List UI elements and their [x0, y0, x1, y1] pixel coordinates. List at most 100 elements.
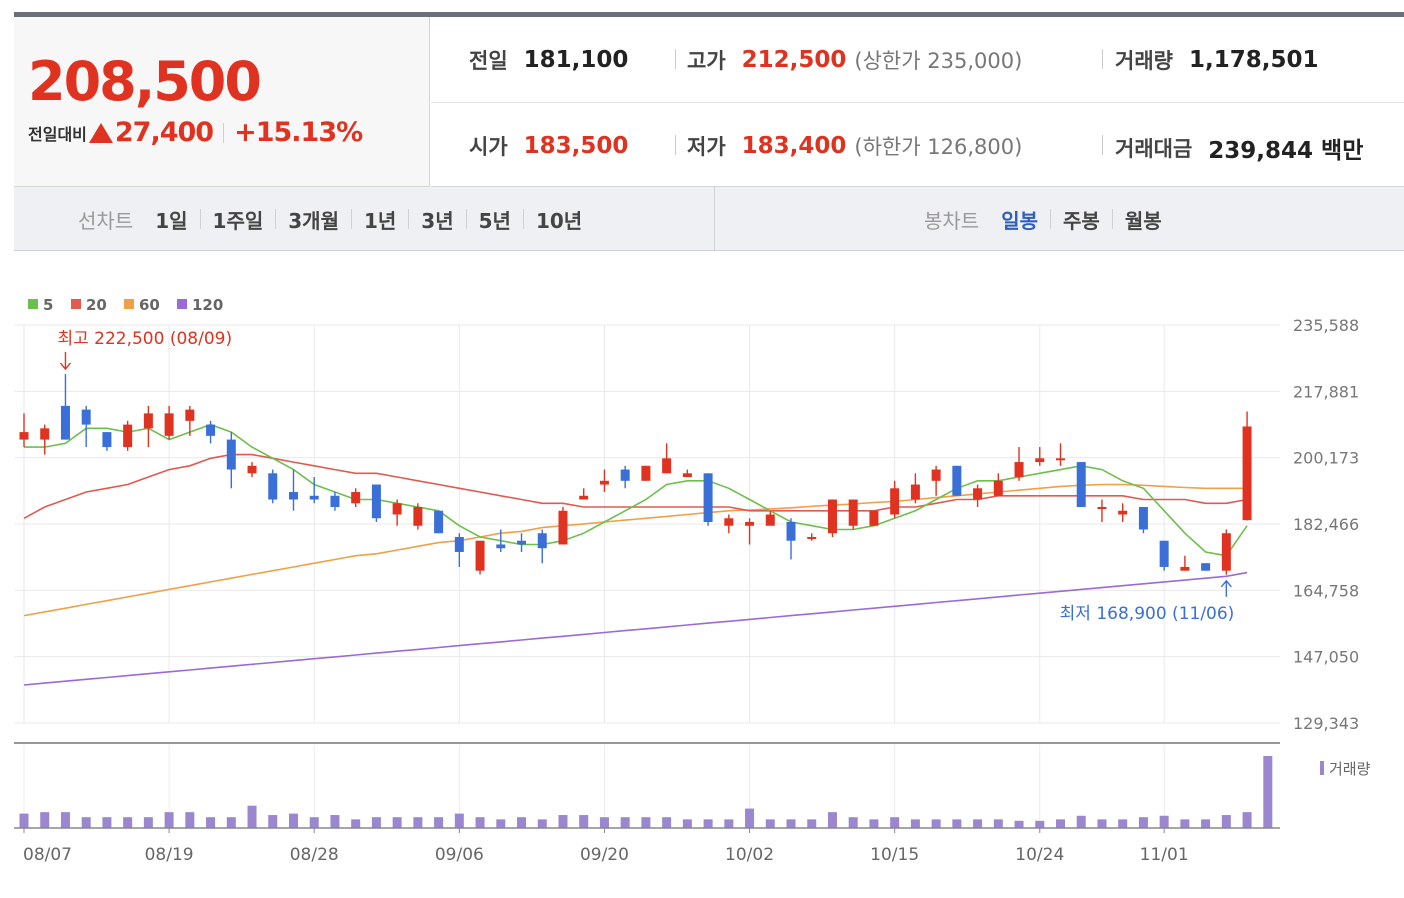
volume-bar	[268, 815, 278, 828]
candle-body	[558, 510, 568, 545]
candle-body	[682, 473, 692, 478]
volume-bar	[890, 817, 900, 828]
volume-bar	[226, 817, 236, 828]
volume-bar	[1118, 819, 1128, 828]
volume-bar	[973, 819, 983, 828]
candle-body	[1076, 462, 1086, 508]
candle-period-tab[interactable]: 일봉	[1001, 208, 1039, 233]
candle-body	[662, 458, 672, 474]
volume-bar	[558, 815, 568, 828]
volume-bar	[475, 817, 485, 828]
volume-bar	[1056, 819, 1065, 828]
legend-swatch	[177, 299, 187, 309]
candle-body	[1035, 458, 1045, 463]
candle-body	[434, 510, 444, 534]
candle-body	[973, 488, 983, 500]
divider	[1102, 49, 1103, 69]
line-range-tab[interactable]: 1주일	[212, 208, 264, 233]
volume-bar	[1221, 815, 1231, 828]
volume-bar	[309, 817, 319, 828]
low-annotation: 최저 168,900 (11/06)	[1060, 604, 1235, 624]
candle-period-tab[interactable]: 주봉	[1063, 208, 1100, 233]
candle-body	[1138, 507, 1148, 530]
volume-bar	[807, 819, 817, 828]
candle-body	[745, 521, 755, 526]
volume-bar	[40, 812, 50, 828]
lower-limit: (하한가 126,800)	[854, 135, 1023, 159]
low-value: 183,400	[741, 133, 847, 159]
candle-body	[620, 469, 630, 481]
volume-bar	[952, 819, 962, 828]
divider	[675, 135, 676, 155]
volume-bar	[599, 817, 609, 828]
candle-body	[890, 488, 900, 515]
candle-body	[848, 499, 858, 526]
candle-body	[1221, 533, 1231, 571]
x-tick-label: 09/06	[435, 845, 484, 865]
candle-body	[827, 499, 837, 534]
volume-bar	[102, 817, 112, 828]
legend-swatch	[28, 299, 38, 309]
x-tick-label: 09/20	[580, 845, 629, 865]
candle-body	[599, 480, 609, 485]
low-price: 저가 183,400 (하한가 126,800)	[687, 131, 1022, 161]
x-tick-label: 10/24	[1015, 845, 1064, 865]
candle-body	[1056, 458, 1065, 461]
candle-body	[1159, 540, 1169, 567]
candle-body	[330, 495, 340, 508]
trade-amount-label: 거래대금	[1115, 137, 1193, 161]
volume-value: 1,178,501	[1188, 47, 1319, 73]
volume-bar	[579, 815, 589, 828]
divider	[199, 209, 201, 229]
change-row: 전일대비 27,400 +15.13%	[28, 117, 363, 148]
divider	[408, 209, 410, 229]
candle-chart-title: 봉차트	[924, 208, 980, 233]
line-range-tab[interactable]: 10년	[535, 208, 583, 233]
divider	[431, 102, 1404, 103]
volume-bar	[206, 817, 216, 828]
candle-body	[475, 540, 485, 571]
divider	[465, 209, 467, 229]
candle-body	[1014, 462, 1024, 478]
volume-bar	[1201, 819, 1211, 828]
volume-bar	[19, 813, 29, 828]
volume-legend-label: 거래량	[1329, 760, 1371, 778]
high-price: 고가 212,500 (상한가 235,000)	[687, 45, 1022, 75]
divider	[275, 209, 277, 229]
candle-body	[454, 536, 464, 552]
volume-bar	[1138, 817, 1148, 828]
x-tick-label: 08/19	[145, 845, 194, 865]
ma60-line	[23, 483, 1248, 617]
trade-amount-value: 239,844 백만	[1208, 138, 1364, 164]
candle-body	[143, 413, 153, 429]
line-range-tab[interactable]: 1년	[363, 208, 397, 233]
candle-body	[1242, 426, 1252, 521]
candle-period-tab[interactable]: 월봉	[1124, 208, 1162, 233]
volume-info: 거래량 1,178,501	[1115, 45, 1318, 75]
candle-body	[164, 413, 174, 436]
volume-bar	[724, 819, 734, 828]
y-tick-label: 147,050	[1293, 648, 1359, 667]
top-accent-bar	[14, 12, 1404, 17]
volume-bar	[1097, 819, 1107, 828]
candle-body	[392, 503, 402, 515]
y-tick-label: 200,173	[1293, 449, 1359, 468]
legend-label: 120	[192, 296, 223, 314]
line-range-tab[interactable]: 1일	[155, 208, 188, 233]
divider	[714, 187, 715, 251]
volume-bar	[765, 819, 775, 828]
volume-bar	[931, 819, 941, 828]
volume-bar	[682, 819, 692, 828]
x-tick-label: 08/28	[290, 845, 339, 865]
line-range-tab[interactable]: 3년	[421, 208, 454, 233]
volume-bar	[392, 817, 402, 828]
divider	[1111, 209, 1113, 229]
candle-body	[496, 544, 506, 549]
line-range-tab[interactable]: 5년	[478, 208, 511, 233]
upper-limit: (상한가 235,000)	[854, 49, 1023, 73]
volume-bar	[1035, 820, 1045, 828]
volume-legend-swatch	[1320, 761, 1324, 775]
line-range-tab[interactable]: 3개월	[288, 208, 339, 233]
candle-body	[952, 465, 962, 496]
volume-bar	[1014, 820, 1024, 828]
